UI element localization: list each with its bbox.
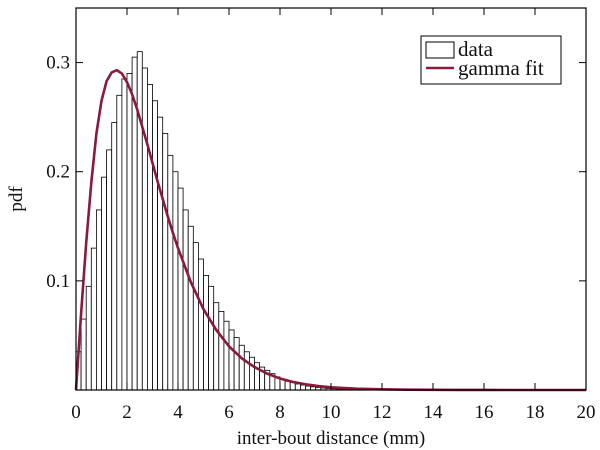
histogram-bar <box>203 274 209 391</box>
legend-data-label: data <box>458 37 494 61</box>
x-tick-label: 6 <box>224 402 234 423</box>
x-tick-label: 20 <box>577 402 596 423</box>
x-tick-label: 2 <box>122 402 132 423</box>
histogram-bar <box>177 187 184 391</box>
histogram-bar <box>111 122 118 391</box>
legend-gamma-fit-label: gamma fit <box>458 56 544 80</box>
y-tick-label: 0.2 <box>46 162 70 183</box>
histogram-bar <box>182 209 189 391</box>
histogram-bar <box>289 382 296 391</box>
legend-data-swatch <box>425 41 455 59</box>
histogram-bar <box>162 133 169 391</box>
histogram-bar <box>80 318 87 391</box>
x-tick-label: 12 <box>373 402 392 423</box>
histogram-bar <box>208 285 215 391</box>
x-tick-label: 18 <box>526 402 545 423</box>
histogram-bar <box>248 356 255 391</box>
x-tick-label: 14 <box>424 402 444 423</box>
histogram-bar <box>238 344 245 391</box>
histogram-bar <box>243 351 250 391</box>
histogram-bar <box>146 84 153 391</box>
histogram-bar <box>90 247 97 391</box>
histogram-bar <box>172 171 179 391</box>
histogram-bar <box>187 225 194 391</box>
histogram-bar <box>167 154 174 391</box>
histogram-bar <box>126 73 133 391</box>
histogram-bar <box>141 67 148 391</box>
histogram-bar <box>157 116 164 391</box>
histogram-bar <box>294 383 301 391</box>
histogram-bar <box>233 337 240 391</box>
histogram-bar <box>223 320 230 391</box>
x-tick-label: 0 <box>71 402 81 423</box>
histogram-bar <box>218 311 225 391</box>
histogram-bar <box>116 94 123 391</box>
x-axis-label: inter-bout distance (mm) <box>237 428 426 449</box>
histogram-bar <box>106 149 113 391</box>
y-axis-label: pdf <box>6 186 27 212</box>
histogram-bar <box>284 380 291 391</box>
legend: data gamma fit <box>420 35 562 85</box>
histogram-bar <box>152 100 158 391</box>
x-tick-label: 4 <box>173 402 183 423</box>
histogram-bar <box>213 302 220 391</box>
histogram-bar <box>136 51 143 391</box>
x-axis-ticks: 0 2 4 6 8 10 12 14 16 18 20 <box>71 8 596 423</box>
histogram-bar <box>299 384 306 391</box>
histogram-bar <box>85 285 92 391</box>
x-tick-label: 8 <box>275 402 285 423</box>
x-tick-label: 16 <box>475 402 494 423</box>
histogram-bar <box>192 242 199 391</box>
histogram-bar <box>121 78 128 391</box>
y-tick-label: 0.1 <box>46 271 70 292</box>
y-tick-label: 0.3 <box>46 53 70 74</box>
histogram-bar <box>101 176 107 391</box>
histogram-bar <box>197 258 204 391</box>
histogram-bar <box>96 209 102 391</box>
y-axis-ticks: 0.1 0.2 0.3 <box>46 53 586 292</box>
x-tick-label: 10 <box>322 402 341 423</box>
histogram-bar <box>228 329 235 391</box>
